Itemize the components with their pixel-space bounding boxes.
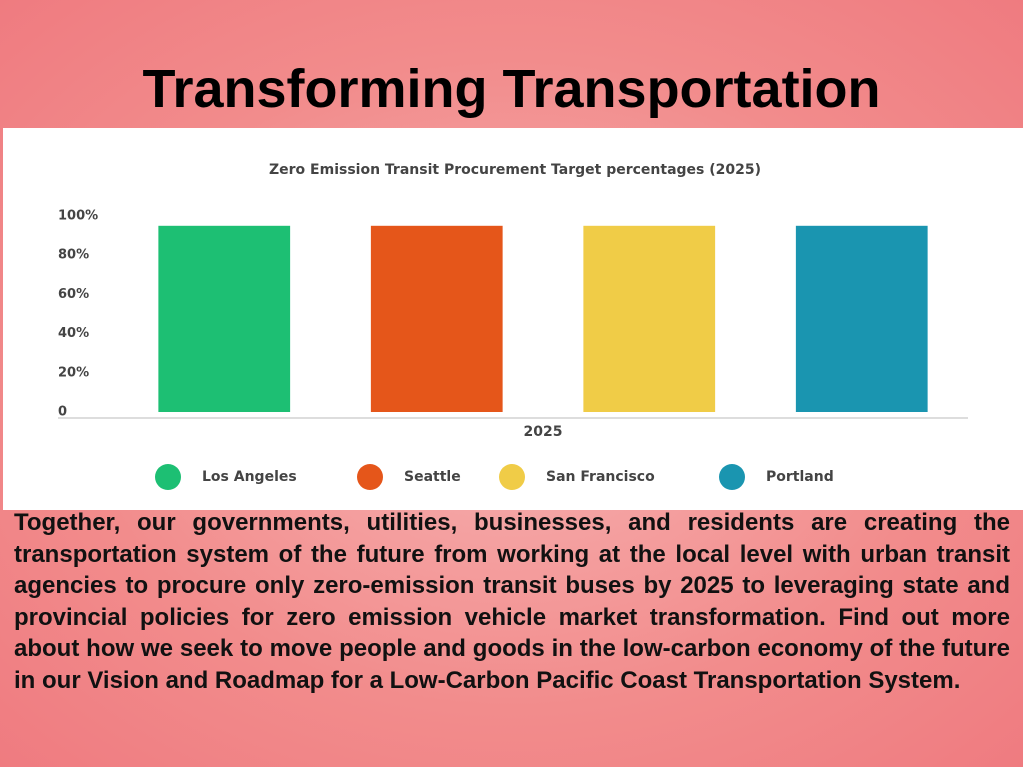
chart: Zero Emission Transit Procurement Target… [3, 128, 1023, 510]
y-tick-label: 80% [58, 248, 89, 263]
legend-marker [499, 464, 525, 490]
legend-marker [719, 464, 745, 490]
slide-title: Transforming Transportation [142, 59, 881, 119]
legend-label: Los Angeles [202, 469, 297, 485]
bar [583, 225, 716, 412]
legend-marker [155, 464, 181, 490]
legend-marker [357, 464, 383, 490]
body-paragraph: Together, our governments, utilities, bu… [14, 509, 1010, 694]
legend-label: Seattle [404, 469, 461, 485]
bar [158, 225, 291, 412]
legend-label: San Francisco [546, 469, 655, 485]
bar [795, 225, 928, 412]
y-tick-label: 100% [58, 209, 98, 224]
legend-label: Portland [766, 469, 834, 485]
y-tick-label: 20% [58, 365, 89, 380]
bar [370, 225, 503, 412]
x-tick-label: 2025 [524, 424, 563, 440]
chart-title: Zero Emission Transit Procurement Target… [269, 162, 761, 178]
y-tick-label: 60% [58, 287, 89, 302]
y-tick-label: 0 [58, 405, 67, 420]
y-tick-label: 40% [58, 326, 89, 341]
